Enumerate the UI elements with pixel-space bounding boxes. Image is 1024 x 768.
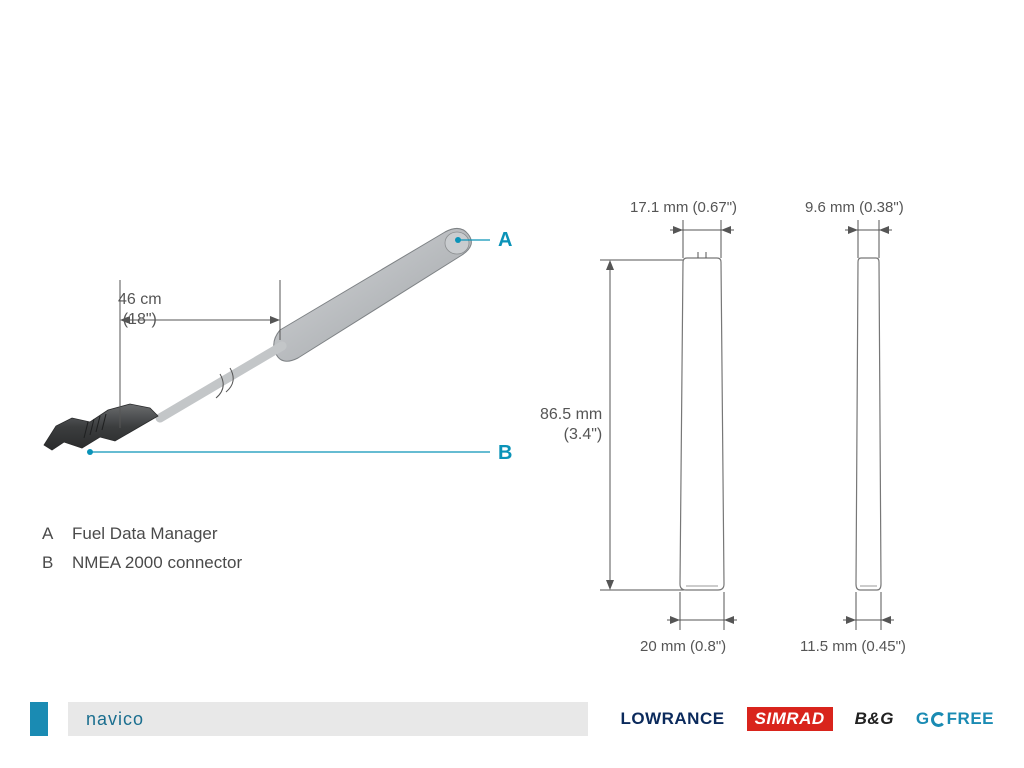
isometric-diagram xyxy=(30,190,530,510)
footer-accent xyxy=(30,702,48,736)
height-value: 86.5 mm xyxy=(540,405,602,425)
page: 46 cm (18") A B A Fuel Data Manager B NM… xyxy=(0,0,1024,768)
legend-desc-b: NMEA 2000 connector xyxy=(72,549,242,578)
gofree-post: FREE xyxy=(947,709,994,729)
brand-bg: B&G xyxy=(855,709,894,729)
footer: navico LOWRANCE SIMRAD B&G G FREE xyxy=(30,702,994,736)
side-elevation xyxy=(856,258,881,590)
height-imperial: (3.4") xyxy=(540,425,602,445)
brand-simrad: SIMRAD xyxy=(747,707,833,731)
cable xyxy=(160,346,282,418)
device-body xyxy=(274,228,472,361)
brand-lowrance: LOWRANCE xyxy=(620,709,724,729)
footer-main: navico xyxy=(68,702,588,736)
cable-length-text: 46 cm (18") xyxy=(118,290,162,330)
brand-navico: navico xyxy=(86,709,144,730)
gofree-pre: G xyxy=(916,709,930,729)
side-bottom-width: 11.5 mm (0.45") xyxy=(800,638,906,657)
height-dimension: 86.5 mm (3.4") xyxy=(540,405,602,445)
footer-brands: LOWRANCE SIMRAD B&G G FREE xyxy=(620,702,994,736)
legend-row-b: B NMEA 2000 connector xyxy=(42,549,242,578)
brand-gofree: G FREE xyxy=(916,709,994,729)
front-elevation xyxy=(680,252,724,590)
legend-key-b: B xyxy=(42,549,72,578)
front-bottom-width: 20 mm (0.8") xyxy=(640,638,726,657)
gofree-o-icon xyxy=(931,712,946,727)
callout-a-label: A xyxy=(498,229,512,252)
orthographic-views xyxy=(570,200,1000,660)
cable-length-imperial: (18") xyxy=(118,310,162,330)
legend-row-a: A Fuel Data Manager xyxy=(42,520,242,549)
legend-desc-a: Fuel Data Manager xyxy=(72,520,218,549)
front-top-width: 17.1 mm (0.67") xyxy=(630,199,737,218)
nmea-connector xyxy=(44,404,158,450)
legend-key-a: A xyxy=(42,520,72,549)
side-top-width: 9.6 mm (0.38") xyxy=(805,199,904,218)
callout-b-label: B xyxy=(498,442,512,465)
legend: A Fuel Data Manager B NMEA 2000 connecto… xyxy=(42,520,242,578)
cable-length-value: 46 cm xyxy=(118,290,162,310)
